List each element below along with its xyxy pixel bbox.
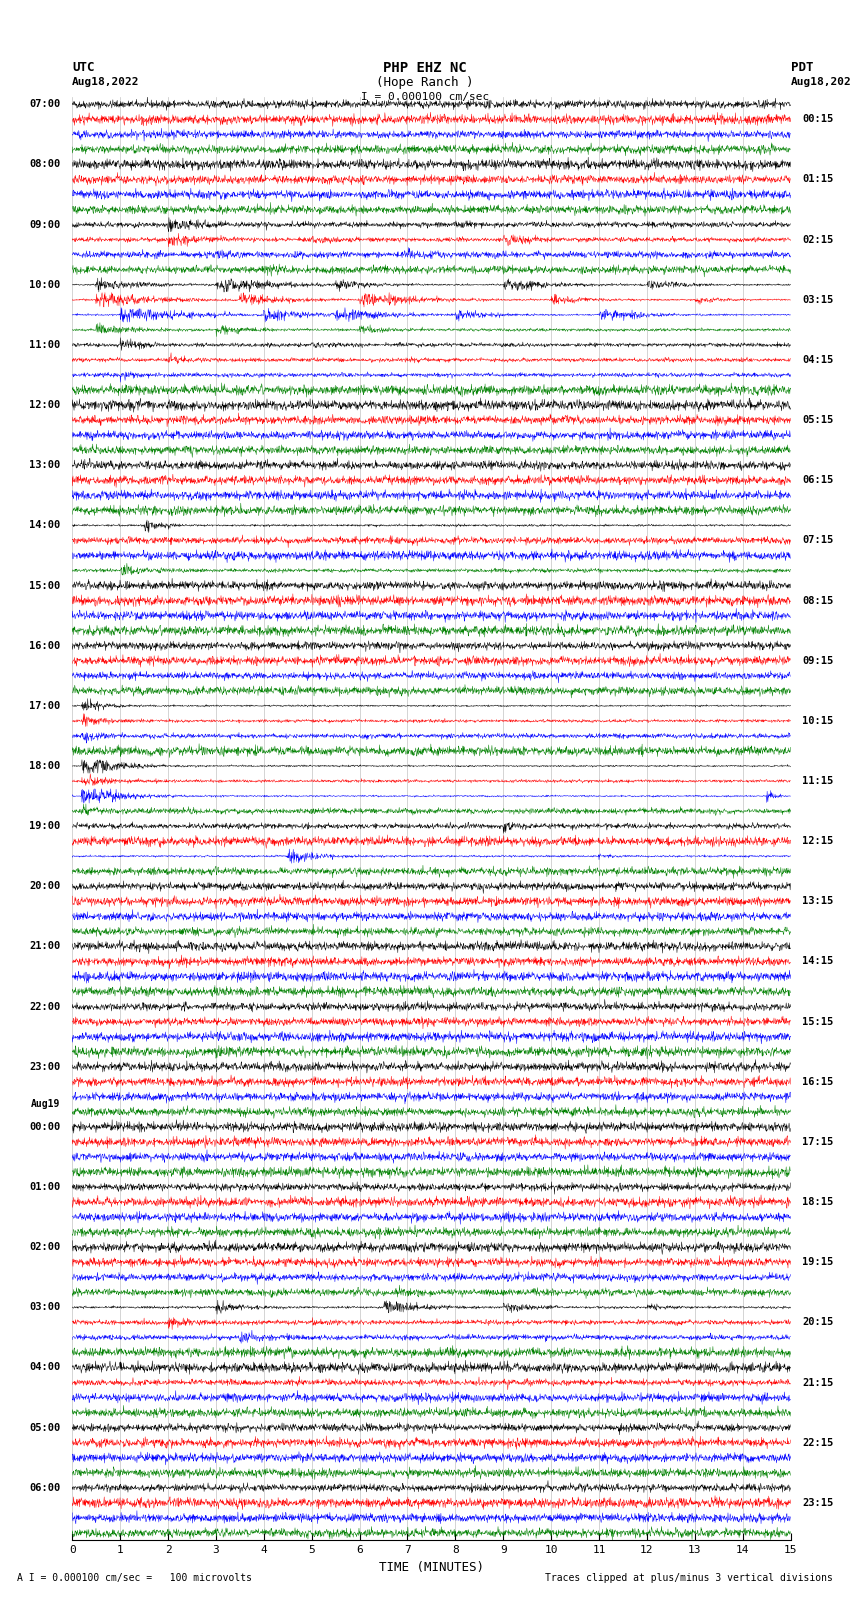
Text: 09:15: 09:15 [802, 656, 834, 666]
Text: 11:00: 11:00 [29, 340, 60, 350]
Text: 17:15: 17:15 [802, 1137, 834, 1147]
Text: 13:15: 13:15 [802, 897, 834, 907]
Text: UTC: UTC [72, 61, 94, 74]
Text: PHP EHZ NC: PHP EHZ NC [383, 61, 467, 74]
Text: 21:15: 21:15 [802, 1378, 834, 1387]
Text: 16:15: 16:15 [802, 1077, 834, 1087]
Text: 15:15: 15:15 [802, 1016, 834, 1026]
Text: 04:00: 04:00 [29, 1363, 60, 1373]
Text: (Hope Ranch ): (Hope Ranch ) [377, 76, 473, 89]
Text: 08:15: 08:15 [802, 595, 834, 605]
Text: 19:00: 19:00 [29, 821, 60, 831]
Text: 10:00: 10:00 [29, 279, 60, 290]
Text: 05:15: 05:15 [802, 415, 834, 426]
Text: 14:00: 14:00 [29, 521, 60, 531]
Text: A I = 0.000100 cm/sec =   100 microvolts: A I = 0.000100 cm/sec = 100 microvolts [17, 1573, 252, 1582]
Text: 04:15: 04:15 [802, 355, 834, 365]
Text: I = 0.000100 cm/sec: I = 0.000100 cm/sec [361, 92, 489, 102]
Text: 02:15: 02:15 [802, 234, 834, 245]
Text: 07:00: 07:00 [29, 100, 60, 110]
Text: 19:15: 19:15 [802, 1257, 834, 1268]
Text: Aug18,2022: Aug18,2022 [790, 77, 850, 87]
Text: 03:15: 03:15 [802, 295, 834, 305]
Text: 06:00: 06:00 [29, 1482, 60, 1492]
X-axis label: TIME (MINUTES): TIME (MINUTES) [379, 1561, 484, 1574]
Text: Aug18,2022: Aug18,2022 [72, 77, 139, 87]
Text: 14:15: 14:15 [802, 957, 834, 966]
Text: 13:00: 13:00 [29, 460, 60, 471]
Text: 22:00: 22:00 [29, 1002, 60, 1011]
Text: 05:00: 05:00 [29, 1423, 60, 1432]
Text: 15:00: 15:00 [29, 581, 60, 590]
Text: 06:15: 06:15 [802, 476, 834, 486]
Text: Aug19: Aug19 [31, 1100, 60, 1110]
Text: 09:00: 09:00 [29, 219, 60, 229]
Text: 10:15: 10:15 [802, 716, 834, 726]
Text: PDT: PDT [790, 61, 813, 74]
Text: 01:00: 01:00 [29, 1182, 60, 1192]
Text: 12:00: 12:00 [29, 400, 60, 410]
Text: Traces clipped at plus/minus 3 vertical divisions: Traces clipped at plus/minus 3 vertical … [545, 1573, 833, 1582]
Text: 12:15: 12:15 [802, 836, 834, 847]
Text: 20:00: 20:00 [29, 881, 60, 892]
Text: 01:15: 01:15 [802, 174, 834, 184]
Text: 02:00: 02:00 [29, 1242, 60, 1252]
Text: 11:15: 11:15 [802, 776, 834, 786]
Text: 18:15: 18:15 [802, 1197, 834, 1207]
Text: 03:00: 03:00 [29, 1302, 60, 1313]
Text: 07:15: 07:15 [802, 536, 834, 545]
Text: 18:00: 18:00 [29, 761, 60, 771]
Text: 00:00: 00:00 [29, 1123, 60, 1132]
Text: 17:00: 17:00 [29, 700, 60, 711]
Text: 23:15: 23:15 [802, 1498, 834, 1508]
Text: 22:15: 22:15 [802, 1437, 834, 1448]
Text: 00:15: 00:15 [802, 115, 834, 124]
Text: 16:00: 16:00 [29, 640, 60, 650]
Text: 23:00: 23:00 [29, 1061, 60, 1071]
Text: 08:00: 08:00 [29, 160, 60, 169]
Text: 21:00: 21:00 [29, 942, 60, 952]
Text: 20:15: 20:15 [802, 1318, 834, 1327]
